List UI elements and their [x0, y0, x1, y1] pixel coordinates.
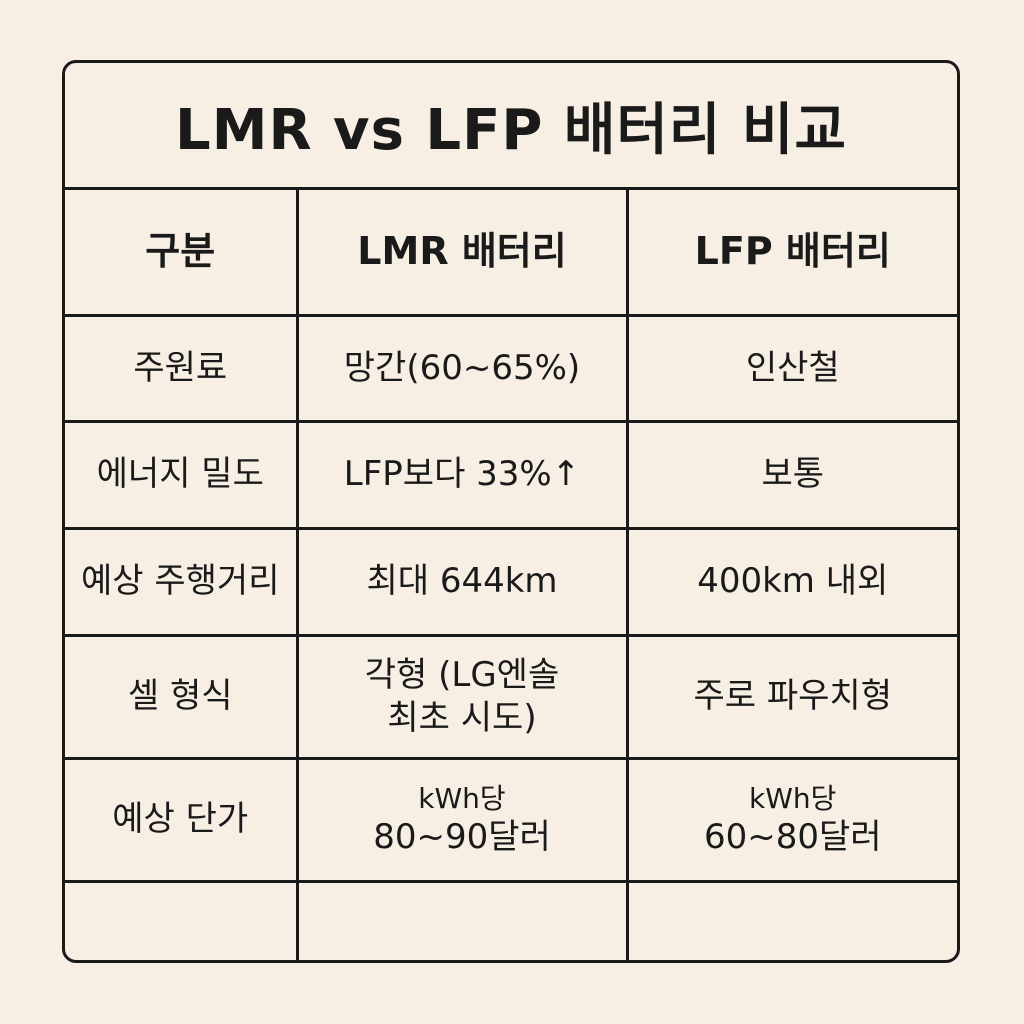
empty-cell: [297, 881, 629, 960]
lfp-cell: 주로 파우치형: [627, 635, 957, 760]
page-title: LMR vs LFP 배터리 비교: [65, 63, 957, 190]
comparison-card: LMR vs LFP 배터리 비교 구분 LMR 배터리 LFP 배터리 주원료…: [62, 60, 960, 963]
lmr-cell: kWh당 80~90달러: [297, 758, 629, 883]
lfp-cell: 보통: [627, 421, 957, 530]
lmr-cell-line: 최초 시도): [387, 697, 537, 738]
lfp-cell-line: kWh당: [749, 781, 837, 815]
lmr-cell-line: 각형 (LG엔솔: [364, 655, 560, 695]
empty-cell: [627, 881, 957, 960]
empty-cell: [65, 881, 299, 960]
table-row: 예상 주행거리 최대 644km 400km 내외: [65, 528, 957, 637]
table-row: 셀 형식 각형 (LG엔솔 최초 시도) 주로 파우치형: [65, 635, 957, 760]
lfp-cell: 400km 내외: [627, 528, 957, 637]
lfp-cell-line: 60~80달러: [703, 816, 882, 857]
comparison-table: 구분 LMR 배터리 LFP 배터리 주원료 망간(60~65%) 인산철 에너…: [65, 190, 957, 960]
lmr-cell: 최대 644km: [297, 528, 629, 637]
row-label: 예상 주행거리: [65, 528, 299, 637]
lfp-cell: 인산철: [627, 315, 957, 423]
lmr-cell-line: 80~90달러: [373, 816, 551, 857]
header-lfp: LFP 배터리: [627, 190, 957, 317]
table-header-row: 구분 LMR 배터리 LFP 배터리: [65, 190, 957, 317]
table-row: 예상 단가 kWh당 80~90달러 kWh당 60~80달러: [65, 758, 957, 883]
table-row-empty: [65, 881, 957, 960]
row-label: 에너지 밀도: [65, 421, 299, 530]
lmr-cell: 망간(60~65%): [297, 315, 629, 423]
row-label: 셀 형식: [65, 635, 299, 760]
header-category: 구분: [65, 190, 299, 317]
header-lmr: LMR 배터리: [297, 190, 629, 317]
lfp-cell: kWh당 60~80달러: [627, 758, 957, 883]
lmr-cell: 각형 (LG엔솔 최초 시도): [297, 635, 629, 760]
row-label: 주원료: [65, 315, 299, 423]
row-label: 예상 단가: [65, 758, 299, 883]
lmr-cell: LFP보다 33%↑: [297, 421, 629, 530]
lmr-cell-line: kWh당: [418, 781, 506, 815]
table-row: 에너지 밀도 LFP보다 33%↑ 보통: [65, 421, 957, 530]
table-row: 주원료 망간(60~65%) 인산철: [65, 315, 957, 423]
